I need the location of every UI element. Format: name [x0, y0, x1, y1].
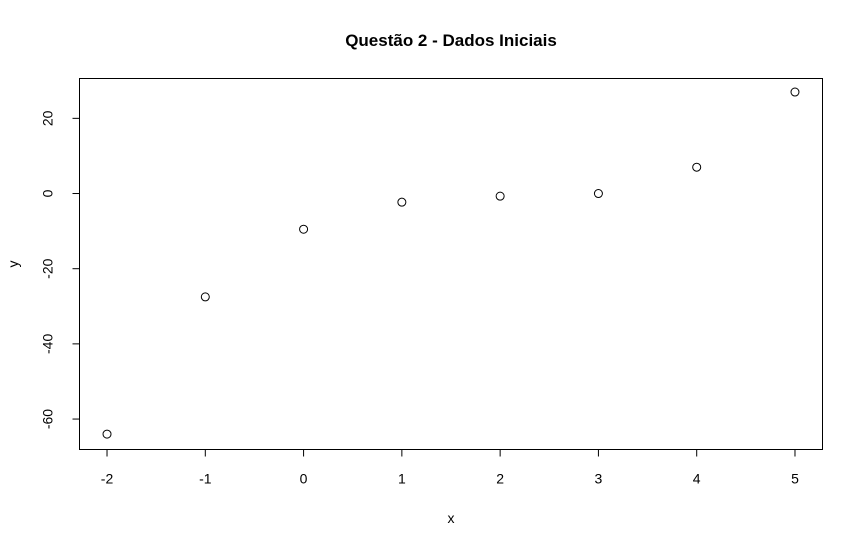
x-tick-label: 3 — [595, 471, 603, 487]
x-axis: -2 -1 0 1 2 3 4 5 — [101, 449, 799, 487]
x-tick-label: 2 — [496, 471, 504, 487]
data-points — [102, 87, 800, 439]
x-tick-label: -2 — [101, 471, 114, 487]
chart-title: Questão 2 - Dados Iniciais — [345, 31, 557, 50]
data-point — [495, 191, 505, 201]
x-tick-label: 0 — [300, 471, 308, 487]
data-point — [790, 87, 800, 97]
y-axis-label: y — [5, 261, 21, 268]
data-point — [692, 162, 702, 172]
y-tick-label: 0 — [40, 189, 56, 197]
x-tick-label: 5 — [791, 471, 799, 487]
x-tick-label: -1 — [199, 471, 212, 487]
y-tick-label: -60 — [40, 409, 56, 429]
y-tick-label: -40 — [40, 334, 56, 354]
data-point — [593, 189, 603, 199]
y-tick-label: 20 — [40, 110, 56, 126]
x-tick-label: 4 — [693, 471, 701, 487]
data-point — [397, 197, 407, 207]
y-tick-label: -20 — [40, 258, 56, 278]
x-tick-label: 1 — [398, 471, 406, 487]
plot-frame — [79, 78, 823, 450]
x-axis-label: x — [448, 510, 455, 526]
y-axis: -60 -40 -20 0 20 — [40, 110, 80, 429]
data-point — [299, 224, 309, 234]
data-point — [102, 429, 112, 439]
data-point — [200, 292, 210, 302]
